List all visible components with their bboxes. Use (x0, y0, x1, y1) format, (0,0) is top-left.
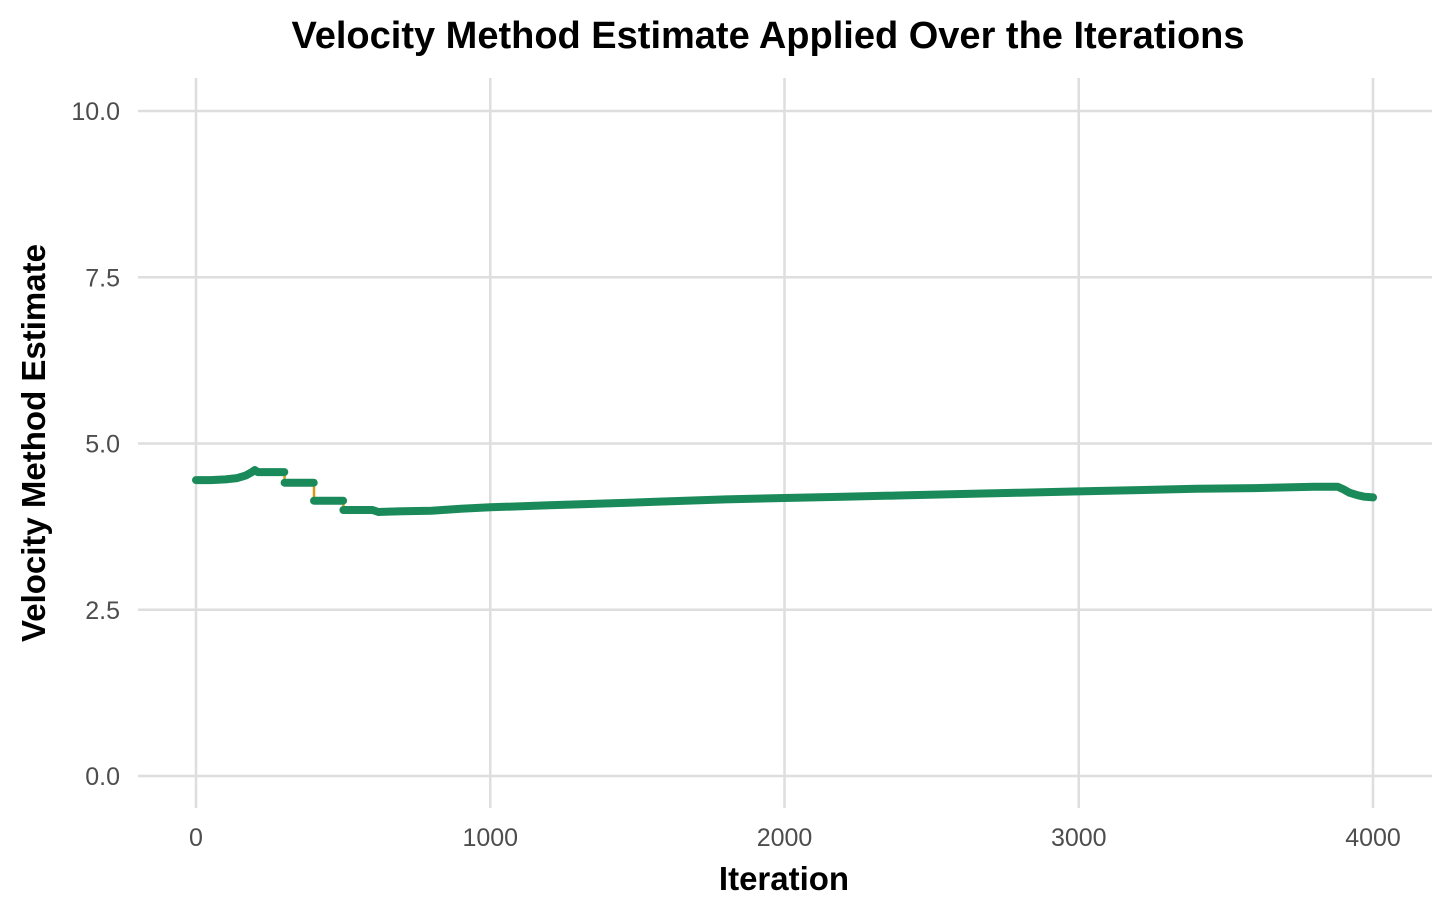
x-axis-tick-labels: 0 1000 2000 3000 4000 (189, 824, 1401, 852)
x-tick-label: 3000 (1051, 824, 1107, 852)
series-line (192, 466, 289, 485)
y-tick-label: 10.0 (71, 98, 120, 126)
y-tick-label: 2.5 (85, 597, 120, 625)
y-axis-title: Velocity Method Estimate (15, 244, 52, 642)
series-layer (192, 466, 1377, 516)
y-tick-label: 5.0 (85, 431, 120, 459)
chart-title: Velocity Method Estimate Applied Over th… (291, 15, 1244, 57)
y-axis-tick-labels: 0.0 2.5 5.0 7.5 10.0 (71, 98, 120, 791)
grid (138, 78, 1432, 808)
x-tick-label: 0 (189, 824, 203, 852)
x-tick-label: 2000 (757, 824, 813, 852)
y-tick-label: 0.0 (85, 763, 120, 791)
x-tick-label: 1000 (462, 824, 518, 852)
series-line (339, 482, 1377, 516)
y-tick-label: 7.5 (85, 264, 120, 292)
x-tick-label: 4000 (1345, 824, 1401, 852)
x-axis-title: Iteration (719, 860, 849, 897)
